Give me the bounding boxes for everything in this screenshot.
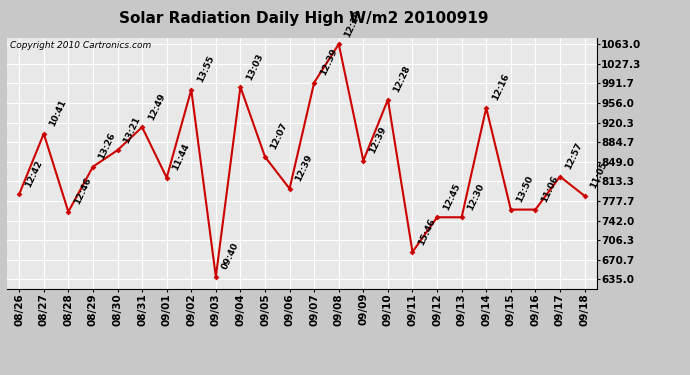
Text: 12:30: 12:30 [466,182,486,212]
Text: 12:39: 12:39 [294,153,314,183]
Text: 13:50: 13:50 [515,174,535,204]
Text: 15:46: 15:46 [417,216,437,246]
Text: 12:07: 12:07 [269,122,289,151]
Text: 12:29: 12:29 [343,9,363,39]
Text: 11:05: 11:05 [589,160,609,190]
Text: 10:41: 10:41 [48,98,68,128]
Text: 12:49: 12:49 [146,92,166,122]
Text: 13:21: 13:21 [121,115,142,145]
Text: 12:16: 12:16 [491,73,511,102]
Text: 12:42: 12:42 [23,159,43,189]
Text: 09:40: 09:40 [220,242,240,271]
Text: Copyright 2010 Cartronics.com: Copyright 2010 Cartronics.com [10,41,151,50]
Text: 12:46: 12:46 [72,176,93,206]
Text: 12:57: 12:57 [564,141,584,171]
Text: 13:03: 13:03 [244,52,265,81]
Text: 12:28: 12:28 [392,64,413,94]
Text: 12:39: 12:39 [368,125,388,155]
Text: 11:44: 11:44 [171,142,191,172]
Text: Solar Radiation Daily High W/m2 20100919: Solar Radiation Daily High W/m2 20100919 [119,11,489,26]
Text: 11:06: 11:06 [540,174,560,204]
Text: 13:26: 13:26 [97,131,117,161]
Text: 13:55: 13:55 [195,54,216,84]
Text: 12:45: 12:45 [441,182,462,212]
Text: 12:39: 12:39 [318,47,339,77]
